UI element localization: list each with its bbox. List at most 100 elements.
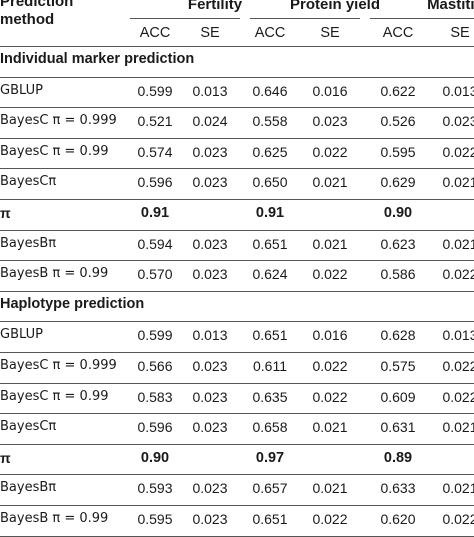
acc-cell: 0.596 xyxy=(137,419,173,436)
acc-cell: 0.651 xyxy=(252,235,288,252)
row-label: π xyxy=(0,449,11,466)
se-cell: 0.021 xyxy=(442,235,474,252)
sub-header-se: SE xyxy=(450,25,470,41)
se-cell: 0.023 xyxy=(192,358,228,374)
acc-cell: 0.599 xyxy=(137,327,173,344)
se-cell: 0.022 xyxy=(312,143,348,160)
acc-cell: 0.651 xyxy=(252,327,288,344)
acc-cell: 0.596 xyxy=(137,174,173,191)
section-heading: Individual marker prediction xyxy=(0,46,474,76)
se-cell: 0.023 xyxy=(192,388,228,405)
sub-header-se: SE xyxy=(200,25,220,41)
acc-cell: 0.623 xyxy=(380,235,416,252)
sub-header-acc: ACC xyxy=(254,25,286,41)
row-label: BayesC π = 0.999 xyxy=(0,358,117,373)
section-title: Haplotype prediction xyxy=(0,295,145,312)
table-row: GBLUP 0.599 0.013 0.651 0.016 0.628 0.013 xyxy=(0,321,474,351)
row-divider xyxy=(0,382,474,384)
acc-cell: 0.650 xyxy=(252,174,288,191)
se-cell: 0.013 xyxy=(442,327,474,344)
row-label: GBLUP xyxy=(0,82,43,98)
row-divider xyxy=(0,535,474,537)
se-cell: 0.022 xyxy=(442,358,474,374)
table-row: BayesB π = 0.99 0.570 0.023 0.624 0.022 0.586… xyxy=(0,260,474,290)
se-cell: 0.022 xyxy=(442,266,474,283)
row-divider xyxy=(0,137,474,139)
row-label: BayesCπ xyxy=(0,174,57,190)
row-label: BayesCπ xyxy=(0,419,57,435)
se-cell: 0.022 xyxy=(442,511,474,527)
se-cell: 0.021 xyxy=(312,419,348,436)
acc-cell: 0.97 xyxy=(255,449,285,466)
row-label: BayesB π = 0.99 xyxy=(0,266,109,282)
row-divider xyxy=(0,107,474,109)
header-rule xyxy=(0,46,474,47)
table-row: GBLUP 0.599 0.013 0.646 0.016 0.622 0.013 xyxy=(0,77,474,107)
se-cell: 0.022 xyxy=(312,358,348,374)
acc-cell: 0.629 xyxy=(380,174,416,191)
section-title: Individual marker prediction xyxy=(0,51,195,67)
row-divider xyxy=(0,413,474,415)
acc-cell: 0.625 xyxy=(252,143,288,160)
se-cell: 0.021 xyxy=(312,174,348,191)
acc-cell: 0.526 xyxy=(380,113,416,130)
table-row: BayesBπ 0.593 0.023 0.657 0.021 0.633 0.021 xyxy=(0,474,474,504)
se-cell: 0.013 xyxy=(192,82,228,99)
se-cell: 0.023 xyxy=(192,174,228,191)
table-row: π 0.91 0.91 0.90 xyxy=(0,199,474,229)
acc-cell: 0.558 xyxy=(252,113,288,130)
acc-cell: 0.624 xyxy=(252,266,288,283)
row-label: GBLUP xyxy=(0,327,43,343)
table-row: BayesC π = 0.999 0.521 0.024 0.558 0.023 0.52… xyxy=(0,107,474,137)
acc-cell: 0.566 xyxy=(137,358,173,374)
se-cell: 0.022 xyxy=(312,266,348,283)
acc-cell: 0.622 xyxy=(380,82,416,99)
group-header-mastitis: Mastitis xyxy=(427,0,474,13)
se-cell: 0.016 xyxy=(312,82,348,99)
se-cell: 0.023 xyxy=(192,480,228,497)
se-cell: 0.021 xyxy=(442,419,474,436)
table-header: Prediction method Fertility Protein yiel… xyxy=(0,0,474,52)
acc-cell: 0.651 xyxy=(252,511,288,527)
group-underline-fertility xyxy=(130,18,240,19)
acc-cell: 0.620 xyxy=(380,511,416,527)
se-cell: 0.023 xyxy=(442,113,474,130)
row-divider xyxy=(0,260,474,262)
table-row: BayesCπ 0.596 0.023 0.658 0.021 0.631 0.021 xyxy=(0,413,474,443)
group-header-protein-yield: Protein yield xyxy=(289,0,381,13)
acc-cell: 0.90 xyxy=(140,449,170,466)
se-cell: 0.024 xyxy=(192,113,228,130)
row-divider xyxy=(0,321,474,323)
sub-header-acc: ACC xyxy=(382,25,414,41)
row-label: BayesBπ xyxy=(0,480,57,496)
row-label: BayesB π = 0.99 xyxy=(0,511,109,526)
se-cell: 0.022 xyxy=(312,388,348,405)
table-row: BayesB π = 0.99 0.595 0.023 0.651 0.022 0.620… xyxy=(0,505,474,535)
table-row: BayesC π = 0.99 0.583 0.023 0.635 0.022 0.609… xyxy=(0,383,474,413)
row-label: BayesBπ xyxy=(0,235,57,251)
row-label: BayesC π = 0.999 xyxy=(0,113,117,129)
se-cell: 0.021 xyxy=(312,235,348,252)
se-cell: 0.023 xyxy=(312,113,348,130)
se-cell: 0.013 xyxy=(192,327,228,344)
table-row: BayesC π = 0.99 0.574 0.023 0.625 0.022 0.595… xyxy=(0,138,474,168)
method-column-header: Prediction method xyxy=(0,0,74,28)
group-underline-mastitis xyxy=(370,18,474,19)
se-cell: 0.023 xyxy=(192,266,228,283)
se-cell: 0.021 xyxy=(442,174,474,191)
acc-cell: 0.609 xyxy=(380,388,416,405)
row-divider xyxy=(0,199,474,200)
acc-cell: 0.570 xyxy=(137,266,173,283)
acc-cell: 0.91 xyxy=(255,205,285,221)
acc-cell: 0.595 xyxy=(137,511,173,527)
table-row: BayesC π = 0.999 0.566 0.023 0.611 0.022 0.57… xyxy=(0,352,474,382)
se-cell: 0.022 xyxy=(312,511,348,527)
row-divider xyxy=(0,352,474,353)
se-cell: 0.021 xyxy=(312,480,348,497)
group-header-fertility: Fertility xyxy=(187,0,243,13)
table-row: π 0.90 0.97 0.89 xyxy=(0,444,474,474)
acc-cell: 0.657 xyxy=(252,480,288,497)
acc-cell: 0.658 xyxy=(252,419,288,436)
se-cell: 0.016 xyxy=(312,327,348,344)
row-label: BayesC π = 0.99 xyxy=(0,143,109,159)
